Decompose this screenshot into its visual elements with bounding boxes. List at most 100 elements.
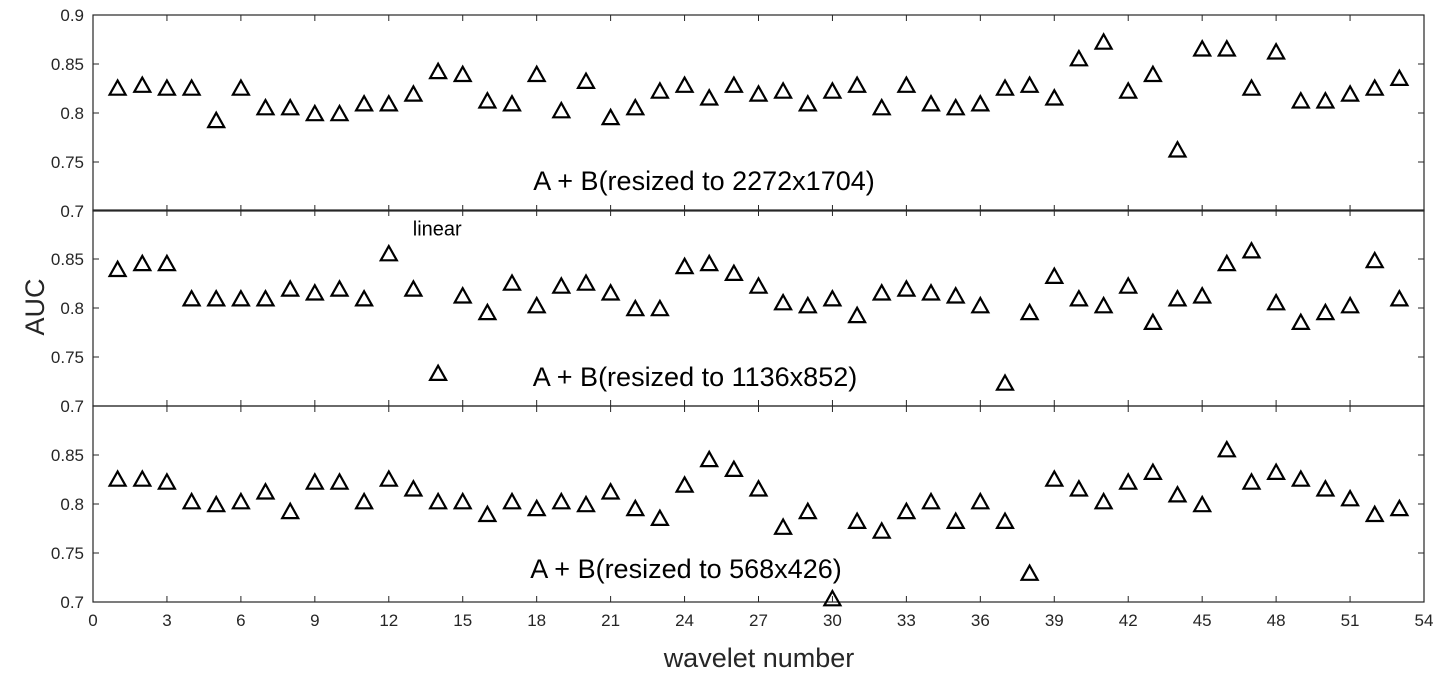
data-point xyxy=(428,363,448,381)
data-point xyxy=(526,64,547,83)
data-point xyxy=(157,472,177,490)
data-point xyxy=(206,110,227,129)
data-point xyxy=(921,93,941,112)
data-point xyxy=(231,491,251,510)
data-point xyxy=(452,64,473,83)
x-tick-label: 36 xyxy=(971,611,990,630)
data-point xyxy=(724,263,744,281)
data-point xyxy=(1192,39,1213,57)
data-point xyxy=(625,298,646,317)
y-tick-label: 0.7 xyxy=(60,593,84,612)
x-axis: 0 3 6 9 12 15 18 21 24 27 30 33 36 39 42 45 48 51 54 xyxy=(88,611,1433,630)
data-point xyxy=(107,259,128,278)
data-point xyxy=(403,84,424,102)
data-point xyxy=(1167,139,1188,158)
data-point xyxy=(502,273,522,291)
data-point xyxy=(945,97,966,116)
x-tick-label: 33 xyxy=(897,611,916,630)
x-tick-label: 0 xyxy=(88,611,97,630)
data-point xyxy=(724,75,744,93)
data-point xyxy=(871,521,892,539)
data-point xyxy=(822,588,843,607)
data-point xyxy=(921,283,941,301)
data-point xyxy=(995,373,1015,391)
x-tick-label: 27 xyxy=(749,611,768,630)
data-point xyxy=(699,449,720,468)
data-point xyxy=(945,511,966,530)
data-point xyxy=(329,103,350,122)
x-tick-label: 6 xyxy=(236,611,245,630)
data-point xyxy=(1216,439,1237,458)
data-point xyxy=(354,491,374,510)
data-point xyxy=(1241,472,1262,490)
data-point xyxy=(403,279,424,297)
data-point xyxy=(255,288,276,307)
x-tick-label: 24 xyxy=(675,611,694,630)
data-point xyxy=(748,84,769,102)
data-point xyxy=(773,517,793,535)
x-tick-label: 42 xyxy=(1119,611,1138,630)
data-point xyxy=(378,469,399,487)
y-tick-label: 0.75 xyxy=(51,348,84,367)
data-point xyxy=(280,97,301,116)
data-point xyxy=(157,253,177,272)
data-point xyxy=(674,475,695,493)
y-tick-label: 0.85 xyxy=(51,250,84,269)
data-point xyxy=(428,491,448,510)
data-point xyxy=(896,75,917,93)
data-point xyxy=(1266,462,1286,480)
data-point xyxy=(1389,68,1410,87)
y-tick-label: 0.7 xyxy=(60,397,84,416)
data-point xyxy=(724,459,744,477)
x-tick-label: 30 xyxy=(823,611,842,630)
data-point xyxy=(1019,75,1040,93)
y-tick-label: 0.75 xyxy=(51,153,84,172)
data-point xyxy=(1044,266,1065,284)
data-point xyxy=(797,501,818,520)
data-point xyxy=(354,288,374,307)
data-point xyxy=(1290,90,1311,109)
data-point xyxy=(847,75,867,93)
panel-label: A + B(resized to 2272x1704) xyxy=(533,166,874,196)
panel-2: 0.7 0.75 0.8 0.85 A + B(resized to 1136x852)… xyxy=(51,209,1425,416)
data-point xyxy=(502,93,522,112)
data-point xyxy=(1019,302,1040,321)
data-point xyxy=(625,498,646,517)
data-point xyxy=(650,81,670,99)
data-point xyxy=(699,253,720,272)
data-point xyxy=(970,295,991,314)
data-point xyxy=(132,469,153,487)
data-point xyxy=(1069,479,1089,497)
data-point xyxy=(970,491,991,510)
data-point xyxy=(945,285,966,304)
data-point xyxy=(625,97,646,116)
x-tick-label: 18 xyxy=(527,611,546,630)
data-point xyxy=(674,75,695,93)
data-point xyxy=(231,78,251,96)
data-point xyxy=(181,288,202,307)
data-point xyxy=(1340,84,1360,102)
data-point xyxy=(600,107,621,126)
data-point xyxy=(502,491,522,510)
data-point xyxy=(797,295,818,314)
y-tick-label: 0.85 xyxy=(51,55,84,74)
data-point xyxy=(132,75,153,93)
data-point xyxy=(477,90,498,109)
data-point xyxy=(304,283,325,301)
data-point xyxy=(1069,48,1089,67)
data-point xyxy=(280,279,301,297)
data-point xyxy=(1241,78,1262,96)
data-point xyxy=(847,511,867,530)
data-point xyxy=(576,494,596,513)
data-point xyxy=(822,288,843,307)
data-point xyxy=(1290,469,1311,487)
data-point xyxy=(600,283,621,301)
data-point xyxy=(1315,90,1336,109)
data-point xyxy=(255,481,276,500)
data-point xyxy=(847,305,867,324)
data-point xyxy=(1167,484,1188,503)
y-axis-title: AUC xyxy=(20,278,50,335)
data-point xyxy=(1266,41,1286,60)
x-tick-label: 12 xyxy=(379,611,398,630)
